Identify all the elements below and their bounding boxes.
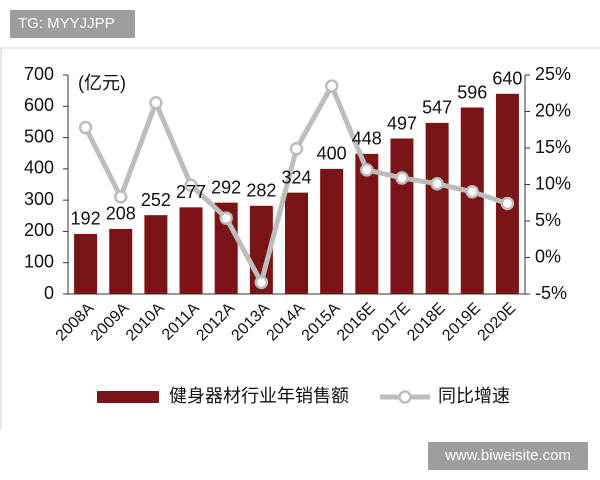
value-label: 324 xyxy=(281,167,311,187)
line-marker xyxy=(113,190,128,204)
y2-tick-label: 0% xyxy=(535,246,561,266)
line-marker xyxy=(360,163,374,177)
bar xyxy=(285,192,308,294)
legend-label: 同比增速 xyxy=(438,386,510,406)
y2-tick-label: 10% xyxy=(535,173,571,193)
bar xyxy=(109,228,133,294)
y-tick-label: 500 xyxy=(24,126,54,146)
bar xyxy=(355,153,379,294)
x-tick-label: 2013A xyxy=(228,300,273,345)
x-tick-label: 2009A xyxy=(88,300,133,345)
y-tick-label: 700 xyxy=(24,64,54,84)
line-marker xyxy=(465,185,480,199)
y-axis-label: (亿元) xyxy=(78,73,126,93)
y-tick-label: 100 xyxy=(24,251,54,271)
watermark-box xyxy=(428,442,588,470)
bar xyxy=(495,93,519,295)
line-marker xyxy=(430,177,444,191)
watermark: TG: MYYJJPP xyxy=(18,15,115,32)
bar xyxy=(460,107,484,294)
x-tick-label: 2010A xyxy=(123,300,168,345)
y2-tick-label: -5% xyxy=(535,283,567,303)
line-marker xyxy=(500,196,515,211)
bar xyxy=(179,207,203,294)
line-marker xyxy=(324,79,339,93)
value-label: 640 xyxy=(492,69,522,89)
value-label: 547 xyxy=(422,98,452,118)
y2-tick-label: 5% xyxy=(535,210,561,230)
bar xyxy=(320,168,344,294)
y-tick-label: 300 xyxy=(24,189,54,209)
y-tick-label: 200 xyxy=(24,220,54,240)
y2-tick-label: 20% xyxy=(535,100,571,120)
value-label: 277 xyxy=(176,182,206,202)
value-label: 252 xyxy=(141,190,171,210)
x-tick-label: 2008A xyxy=(53,300,98,345)
value-label: 400 xyxy=(317,144,347,164)
bar xyxy=(144,215,168,294)
legend-label: 健身器材行业年销售额 xyxy=(169,386,349,406)
bar xyxy=(425,122,449,294)
value-label: 497 xyxy=(387,113,417,133)
line-marker xyxy=(78,120,93,135)
line-marker xyxy=(395,171,409,185)
line-marker xyxy=(289,141,304,156)
legend-swatch xyxy=(97,391,159,403)
bar xyxy=(390,138,414,294)
line-marker xyxy=(184,178,198,192)
x-tick-label: 2018E xyxy=(404,300,449,345)
watermark-box xyxy=(10,10,135,38)
value-label: 448 xyxy=(352,129,382,149)
x-tick-label: 2012A xyxy=(193,300,238,345)
x-tick-label: 2020E xyxy=(474,300,519,345)
value-label: 192 xyxy=(71,209,101,229)
bar xyxy=(74,233,98,294)
legend-swatch xyxy=(398,390,412,404)
x-tick-label: 2014A xyxy=(264,300,309,345)
y-tick-label: 400 xyxy=(24,158,54,178)
line-marker xyxy=(149,95,163,110)
x-tick-label: 2015A xyxy=(299,300,344,345)
value-label: 282 xyxy=(246,181,276,201)
line-marker xyxy=(254,275,269,290)
value-label: 208 xyxy=(106,204,136,224)
y-tick-label: 600 xyxy=(24,95,54,115)
x-tick-label: 2019E xyxy=(439,300,484,345)
x-tick-label: 2016E xyxy=(334,300,379,345)
y2-tick-label: 15% xyxy=(535,137,571,157)
y2-tick-label: 25% xyxy=(535,64,571,84)
value-label: 292 xyxy=(211,177,241,197)
watermark: www.biweisite.com xyxy=(444,447,571,464)
value-label: 596 xyxy=(457,82,487,102)
line-marker xyxy=(219,211,233,225)
x-tick-label: 2017E xyxy=(369,300,414,345)
y-tick-label: 0 xyxy=(44,283,54,303)
